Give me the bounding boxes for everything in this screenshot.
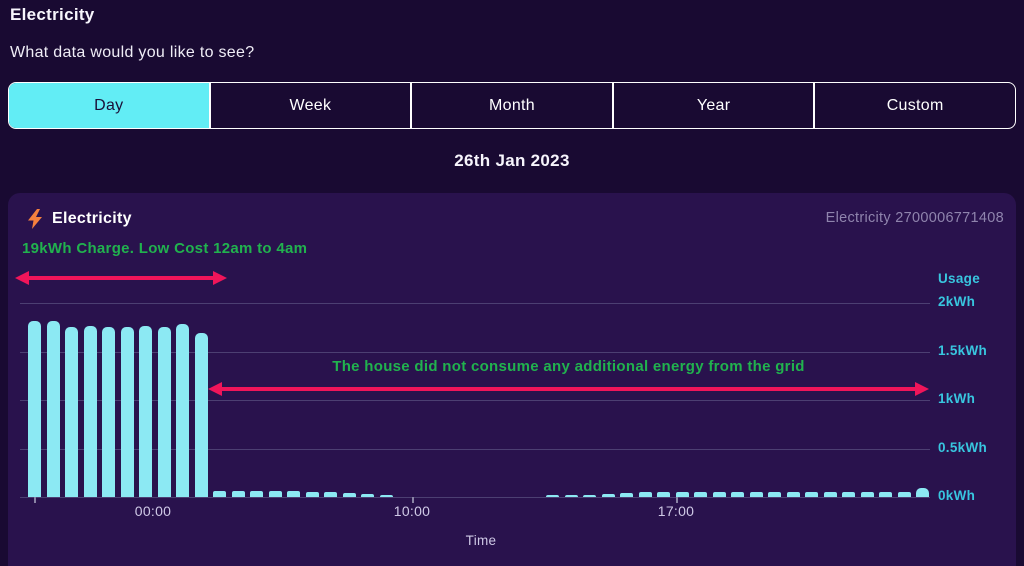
usage-bar[interactable] bbox=[361, 494, 374, 497]
gridline-1kWh bbox=[20, 400, 930, 401]
y-tick-label: 2kWh bbox=[938, 294, 976, 309]
usage-bar[interactable] bbox=[324, 492, 337, 497]
x-tick-label: 00:00 bbox=[134, 503, 172, 519]
usage-bar[interactable] bbox=[83, 326, 97, 497]
usage-bar[interactable] bbox=[176, 324, 189, 497]
y-tick-label: 1kWh bbox=[938, 391, 976, 406]
y-tick-label: 1.5kWh bbox=[938, 342, 988, 358]
usage-bar[interactable] bbox=[194, 333, 208, 497]
no-consumption-span-arrow bbox=[208, 382, 929, 396]
usage-bar[interactable] bbox=[879, 492, 892, 497]
panel-header: Electricity bbox=[28, 208, 132, 230]
usage-bar[interactable] bbox=[342, 493, 356, 497]
x-tick-label: 17:00 bbox=[657, 503, 695, 519]
panel-title: Electricity bbox=[52, 210, 132, 227]
usage-bar[interactable] bbox=[823, 492, 837, 497]
usage-bar[interactable] bbox=[564, 495, 578, 497]
usage-bar[interactable] bbox=[842, 492, 855, 497]
gridline-2kWh bbox=[20, 303, 930, 304]
selected-date-label: 26th Jan 2023 bbox=[454, 151, 570, 170]
usage-bar[interactable] bbox=[860, 492, 874, 497]
usage-bar[interactable] bbox=[157, 327, 171, 497]
usage-bar[interactable] bbox=[250, 491, 263, 497]
x-tick-mark bbox=[412, 497, 414, 503]
usage-bar[interactable] bbox=[620, 493, 633, 497]
usage-bar[interactable] bbox=[786, 492, 800, 497]
usage-bar[interactable] bbox=[287, 491, 300, 497]
x-tick-mark bbox=[676, 497, 678, 503]
range-tabbar: Day Week Month Year Custom bbox=[8, 82, 1016, 129]
usage-bar[interactable] bbox=[120, 327, 134, 497]
usage-bar[interactable] bbox=[65, 327, 78, 497]
y-tick-label: 0.5kWh bbox=[938, 439, 988, 455]
usage-bar[interactable] bbox=[675, 492, 689, 497]
usage-bar[interactable] bbox=[546, 495, 559, 497]
gridline-0kWh bbox=[20, 497, 930, 498]
usage-bar[interactable] bbox=[379, 495, 393, 497]
usage-bar[interactable] bbox=[102, 327, 115, 497]
usage-bar[interactable] bbox=[749, 492, 763, 497]
usage-bar[interactable] bbox=[768, 492, 781, 497]
usage-bar[interactable] bbox=[657, 492, 670, 497]
usage-bar[interactable] bbox=[731, 492, 744, 497]
usage-bar[interactable] bbox=[583, 495, 596, 497]
usage-bar[interactable] bbox=[46, 321, 60, 497]
electricity-chart-panel: Electricity Electricity 2700006771408 19… bbox=[8, 193, 1016, 566]
tab-month[interactable]: Month bbox=[410, 83, 612, 128]
y-tick-label: 0kWh bbox=[938, 488, 976, 503]
page-title: Electricity bbox=[10, 5, 95, 24]
usage-bar[interactable] bbox=[231, 491, 245, 497]
usage-bar[interactable] bbox=[305, 492, 319, 497]
tab-custom[interactable]: Custom bbox=[813, 83, 1015, 128]
usage-bar[interactable] bbox=[28, 321, 41, 497]
x-axis-title: Time bbox=[465, 533, 497, 548]
tab-day[interactable]: Day bbox=[9, 83, 209, 128]
usage-bar[interactable] bbox=[805, 492, 818, 497]
usage-bar[interactable] bbox=[694, 492, 707, 497]
usage-bar[interactable] bbox=[897, 492, 911, 497]
usage-bar[interactable] bbox=[638, 492, 652, 497]
gridline-1.5kWh bbox=[20, 351, 930, 353]
y-axis-title: Usage bbox=[938, 271, 981, 286]
usage-bar[interactable] bbox=[712, 492, 726, 497]
usage-bar[interactable] bbox=[601, 494, 615, 497]
usage-bar[interactable] bbox=[139, 326, 152, 497]
charge-span-arrow bbox=[15, 271, 227, 285]
no-grid-consumption-annotation: The house did not consume any additional… bbox=[332, 358, 805, 375]
x-tick-label: 10:00 bbox=[393, 503, 431, 519]
usage-bar[interactable] bbox=[213, 491, 226, 497]
meter-id-label: Electricity 2700006771408 bbox=[825, 210, 1004, 226]
gridline-0.5kWh bbox=[20, 448, 930, 450]
usage-bar[interactable] bbox=[916, 488, 929, 497]
usage-bar[interactable] bbox=[268, 491, 282, 497]
page-subtitle: What data would you like to see? bbox=[10, 44, 255, 61]
lightning-icon bbox=[28, 209, 42, 229]
tab-year[interactable]: Year bbox=[611, 83, 814, 128]
tab-week[interactable]: Week bbox=[208, 83, 411, 128]
charge-annotation: 19kWh Charge. Low Cost 12am to 4am bbox=[22, 240, 308, 257]
x-tick-mark bbox=[34, 497, 36, 503]
